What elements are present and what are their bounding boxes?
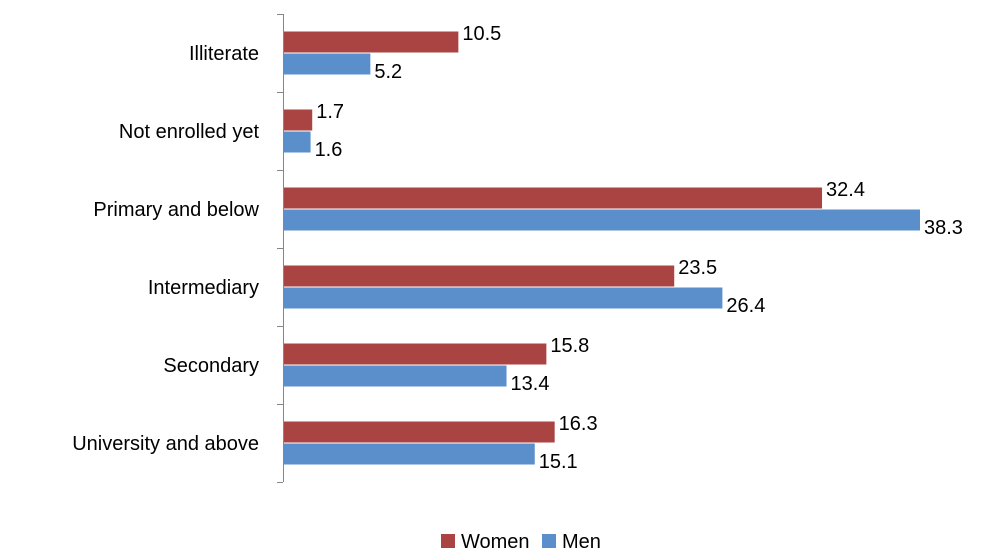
value-label-women-secondary: 15.8 — [550, 335, 589, 357]
value-label-men-illiterate: 5.2 — [374, 61, 402, 83]
bar-men-not-enrolled-yet — [284, 131, 311, 153]
bar-men-primary-and-below — [284, 209, 920, 231]
value-label-men-primary-and-below: 38.3 — [924, 217, 963, 239]
category-labels: Illiterate Not enrolled yet Primary and be… — [72, 43, 259, 455]
value-label-women-illiterate: 10.5 — [462, 23, 501, 45]
bar-women-secondary — [284, 343, 547, 365]
value-label-men-secondary: 13.4 — [511, 373, 550, 395]
bar-women-primary-and-below — [284, 187, 823, 209]
legend-swatch-men — [542, 534, 556, 548]
bar-women-university-and-above — [284, 421, 555, 443]
category-label-not-enrolled-yet: Not enrolled yet — [119, 121, 260, 143]
legend-swatch-women — [441, 534, 455, 548]
value-label-men-intermediary: 26.4 — [726, 295, 765, 317]
legend: Women Men — [441, 531, 601, 553]
bar-women-intermediary — [284, 265, 675, 287]
value-label-women-university-and-above: 16.3 — [559, 413, 598, 435]
legend-label-women: Women — [461, 531, 530, 553]
value-label-men-university-and-above: 15.1 — [539, 451, 578, 473]
value-label-women-intermediary: 23.5 — [678, 257, 717, 279]
category-label-primary-and-below: Primary and below — [93, 199, 259, 221]
bar-men-secondary — [284, 365, 507, 387]
bar-women-illiterate — [284, 31, 459, 53]
bar-men-intermediary — [284, 287, 723, 309]
value-label-men-not-enrolled-yet: 1.6 — [315, 139, 343, 161]
legend-label-men: Men — [562, 531, 601, 553]
value-label-women-not-enrolled-yet: 1.7 — [316, 101, 344, 123]
category-axis — [277, 14, 284, 483]
category-label-university-and-above: University and above — [72, 433, 259, 455]
category-label-intermediary: Intermediary — [148, 277, 259, 299]
category-label-secondary: Secondary — [163, 355, 259, 377]
value-label-women-primary-and-below: 32.4 — [826, 179, 865, 201]
category-label-illiterate: Illiterate — [189, 43, 259, 65]
value-labels: 10.5 5.2 1.7 1.6 32.4 38.3 23.5 26.4 15.813.4 16.… — [315, 23, 963, 473]
bars — [284, 31, 920, 465]
bar-men-university-and-above — [284, 443, 535, 465]
bar-women-not-enrolled-yet — [284, 109, 313, 131]
bar-men-illiterate — [284, 53, 371, 75]
